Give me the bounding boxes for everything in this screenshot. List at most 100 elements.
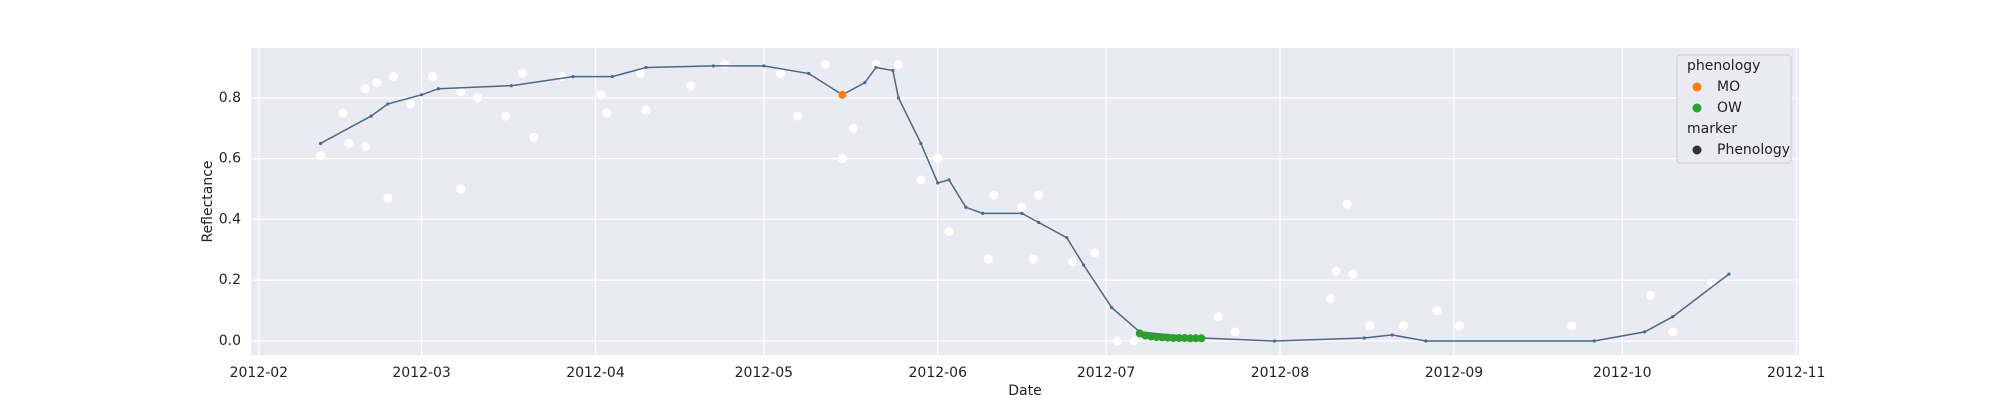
observation-point — [1348, 269, 1358, 279]
observation-point — [1034, 190, 1044, 200]
legend-marker — [1692, 145, 1702, 155]
line-vertex — [1362, 336, 1366, 340]
line-vertex — [369, 114, 373, 118]
y-tick-label: 0.2 — [219, 272, 241, 288]
observation-point — [383, 193, 393, 203]
line-vertex — [386, 102, 390, 106]
line-vertex — [807, 71, 811, 76]
phenology-point — [1175, 333, 1184, 342]
observation-point — [428, 72, 438, 82]
x-tick-label: 2012-09 — [1425, 365, 1484, 381]
observation-point — [456, 87, 466, 97]
line-vertex — [509, 84, 513, 88]
line-vertex — [1272, 339, 1276, 343]
observation-point — [933, 154, 943, 164]
observation-point — [405, 99, 415, 109]
plot-area — [251, 48, 1799, 355]
line-vertex — [947, 178, 951, 182]
observation-point — [720, 59, 730, 69]
observation-point — [989, 190, 999, 200]
line-vertex — [1020, 211, 1024, 215]
observation-point — [1112, 336, 1122, 346]
line-vertex — [419, 93, 424, 97]
line-vertex — [711, 64, 715, 68]
line-vertex — [644, 65, 648, 70]
legend-title: phenology — [1687, 58, 1760, 74]
line-vertex — [1643, 330, 1647, 334]
line-vertex — [1082, 263, 1086, 267]
observation-point — [1455, 321, 1465, 331]
observation-point — [1331, 266, 1341, 276]
legend-box — [1676, 54, 1792, 164]
y-tick-label: 0.6 — [219, 151, 241, 167]
observation-point — [501, 111, 511, 121]
observation-point — [1645, 290, 1655, 300]
observation-point — [635, 69, 645, 79]
observation-point — [1028, 254, 1038, 264]
line-vertex — [936, 181, 940, 185]
observation-point — [983, 254, 993, 264]
phenology-point — [1186, 334, 1195, 343]
line-vertex — [1390, 333, 1394, 337]
observation-point — [871, 59, 881, 69]
observation-point — [916, 175, 926, 185]
x-tick-label: 2012-10 — [1593, 365, 1652, 381]
line-vertex — [863, 81, 867, 85]
x-tick-label: 2012-04 — [566, 365, 625, 381]
x-tick-label: 2012-11 — [1767, 365, 1826, 381]
phenology-point — [838, 90, 847, 99]
observation-point — [360, 84, 370, 94]
legend-label: MO — [1717, 79, 1740, 95]
observation-point — [1326, 293, 1336, 303]
observation-point — [389, 72, 399, 82]
line-vertex — [1065, 236, 1069, 240]
observation-point — [837, 154, 847, 164]
observation-point — [596, 90, 606, 100]
phenology-point — [1191, 334, 1200, 343]
observation-point — [1342, 199, 1352, 209]
line-vertex — [964, 205, 968, 209]
observation-point — [557, 72, 567, 82]
x-tick-label: 2012-08 — [1251, 365, 1310, 381]
observation-point — [686, 81, 696, 91]
observation-point — [1213, 312, 1223, 322]
observation-point — [1067, 257, 1077, 267]
observation-point — [1129, 336, 1139, 346]
observation-point — [1398, 321, 1408, 331]
observation-point — [518, 69, 528, 79]
phenology-point — [1197, 334, 1206, 343]
x-tick-label: 2012-02 — [230, 365, 289, 381]
line-vertex — [318, 141, 323, 146]
line-vertex — [981, 211, 985, 215]
line-vertex — [1037, 220, 1041, 225]
x-axis-label: Date — [1008, 383, 1041, 399]
observation-point — [641, 105, 651, 115]
observation-point — [1230, 327, 1240, 337]
phenology-point — [1169, 333, 1178, 342]
observation-point — [821, 59, 831, 69]
line-vertex — [891, 68, 895, 73]
y-tick-label: 0.0 — [219, 333, 241, 349]
observation-point — [1365, 321, 1375, 331]
line-vertex — [436, 87, 440, 91]
line-vertex — [1424, 339, 1428, 343]
observation-point — [602, 108, 612, 118]
legend-label: OW — [1717, 100, 1742, 116]
observation-point — [338, 108, 348, 118]
x-tick-label: 2012-06 — [909, 365, 968, 381]
line-vertex — [1110, 305, 1114, 310]
y-axis-label: Reflectance — [200, 160, 216, 242]
line-vertex — [571, 74, 575, 79]
line-vertex — [874, 65, 878, 70]
line-vertex — [896, 96, 901, 100]
line-vertex — [610, 74, 614, 79]
line-vertex — [1671, 315, 1675, 319]
y-tick-label: 0.4 — [219, 211, 241, 227]
x-tick-label: 2012-05 — [735, 365, 794, 381]
observation-point — [360, 141, 370, 151]
line-vertex — [919, 141, 923, 146]
observation-point — [849, 123, 859, 133]
line-vertex — [762, 64, 766, 68]
observation-point — [893, 59, 903, 69]
observation-point — [344, 138, 354, 148]
